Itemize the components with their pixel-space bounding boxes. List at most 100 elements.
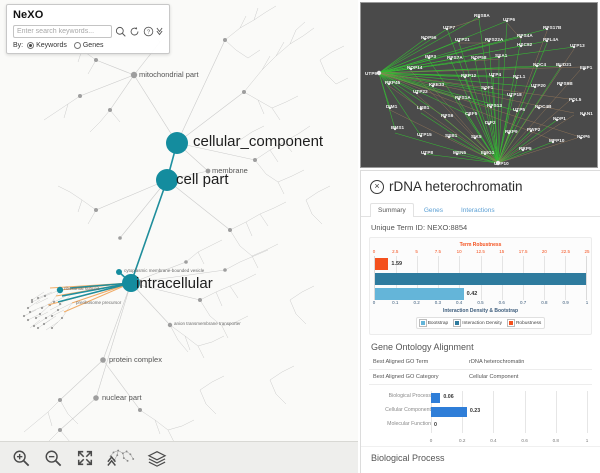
- robustness-plot-area: 1.59 0.42: [374, 256, 587, 300]
- axis-tick: 22.5: [561, 249, 571, 254]
- radio-genes-label[interactable]: Genes: [82, 42, 104, 49]
- bottom-axis-ticks: 0 0.1 0.2 0.3 0.4 0.5 0.6 0.7 0.8 0.9 1: [372, 300, 589, 307]
- bar-value: 1.59: [391, 261, 403, 267]
- axis-tick: 0.6: [498, 300, 505, 305]
- unique-term-id: Unique Term ID: NEXO:8854: [371, 223, 468, 232]
- category-label: Cellular Component: [385, 407, 431, 413]
- bar-cellular-component: [431, 407, 467, 417]
- legend-item: Bootstrap: [418, 319, 449, 327]
- top-axis-title: Term Robustness: [459, 242, 502, 248]
- axis-tick: 0.2: [458, 438, 466, 443]
- graph-toolbar[interactable]: [0, 441, 358, 473]
- fit-screen-icon[interactable]: [74, 447, 96, 469]
- axis-tick: 0.3: [434, 300, 442, 305]
- bar-interaction-density: [375, 273, 586, 285]
- axis-tick: 0: [372, 300, 376, 305]
- go-alignment-chart: 0 0.2 0.4 0.6 0.8 1 Biological Process 0.06 Cell…: [369, 391, 592, 443]
- table-row: Best Aligned GO Term rDNA heterochromati…: [369, 355, 592, 370]
- details-header: × rDNA heterochromatin: [361, 171, 600, 196]
- axis-tick: 0.4: [456, 300, 463, 305]
- search-input[interactable]: [13, 24, 112, 38]
- biological-process-title: Biological Process: [361, 446, 600, 465]
- help-icon[interactable]: ?: [142, 24, 154, 38]
- ontology-network-graph[interactable]: [0, 0, 358, 473]
- tab-interactions[interactable]: Interactions: [460, 207, 495, 214]
- ontology-network-panel[interactable]: cellular_component cell part intracellul…: [0, 0, 358, 473]
- go-alignment-title: Gene Ontology Alignment: [371, 342, 474, 352]
- axis-tick: 20: [541, 249, 547, 254]
- bar-value: 0: [434, 421, 437, 428]
- row-value: Cellular Component: [469, 374, 519, 380]
- axis-tick: 17.5: [518, 249, 528, 254]
- radio-genes[interactable]: [73, 42, 81, 49]
- axis-tick: 0: [372, 249, 376, 254]
- axis-tick: 0: [429, 438, 433, 443]
- page-title: rDNA heterochromatin: [389, 179, 523, 194]
- category-label: Molecular Function: [387, 421, 431, 427]
- svg-text:?: ?: [146, 29, 150, 35]
- axis-tick: 15: [499, 249, 505, 254]
- axis-tick: 0.6: [521, 438, 528, 443]
- table-row: Best Aligned GO Category Cellular Compon…: [369, 370, 592, 385]
- category-label: Biological Process: [388, 393, 431, 399]
- term-details-panel[interactable]: × rDNA heterochromatin Summary Genes Int…: [360, 170, 600, 473]
- axis-tick: 10: [456, 249, 462, 254]
- row-key: Best Aligned GO Category: [373, 374, 439, 380]
- legend-swatch: [453, 319, 462, 327]
- axis-tick: 0.4: [490, 438, 497, 443]
- bar-robustness: 1.59: [375, 258, 402, 270]
- details-tabs[interactable]: Summary Genes Interactions: [361, 196, 600, 217]
- search-icon[interactable]: [114, 24, 126, 38]
- legend-swatch: [418, 319, 427, 327]
- row-key: Best Aligned GO Term: [373, 359, 429, 365]
- axis-tick: 0.1: [392, 300, 399, 305]
- gene-interaction-network[interactable]: UTP9 UTP7 RPS8A UTP6 RPS17B NOP56 UTP21 RPS22A R…: [360, 2, 598, 168]
- axis-tick: 7.5: [434, 249, 442, 254]
- search-panel[interactable]: NeXO ? By: Keywords: [6, 4, 170, 54]
- tab-genes[interactable]: Genes: [423, 207, 443, 214]
- tab-summary[interactable]: Summary: [370, 203, 414, 217]
- refresh-icon[interactable]: [128, 24, 140, 38]
- axis-tick: 1: [585, 300, 589, 305]
- app-title: NeXO: [13, 9, 44, 21]
- row-value: rDNA heterochromatin: [469, 359, 525, 365]
- axis-tick: 1: [585, 438, 589, 443]
- close-icon[interactable]: ×: [370, 179, 384, 194]
- robustness-chart-card: Term Robustness 0 2.5 5 7.5 10 12.5 15 17.5 20 22…: [369, 237, 592, 335]
- chart-row: Biological Process 0.06: [369, 391, 592, 405]
- layers-icon[interactable]: [146, 447, 168, 469]
- axis-tick: 0.7: [519, 300, 527, 305]
- axis-tick: 5: [415, 249, 418, 254]
- axis-tick: 0.9: [562, 300, 569, 305]
- legend-item: Robustness: [506, 319, 542, 327]
- bar-biological-process: [431, 393, 441, 403]
- legend-item: Interaction Density: [453, 319, 502, 327]
- legend-label: Bootstrap: [427, 320, 449, 326]
- collapse-network-icon[interactable]: [106, 447, 136, 469]
- grid-line: [587, 391, 588, 433]
- radio-keywords[interactable]: [27, 42, 35, 49]
- top-axis-ticks: 0 2.5 5 7.5 10 12.5 15 17.5 20 22.5 25: [372, 249, 590, 256]
- axis-tick: 12.5: [476, 249, 485, 254]
- bar-value: 0.06: [443, 393, 454, 400]
- zoom-in-icon[interactable]: [10, 447, 32, 469]
- bar-value: 0.42: [466, 291, 478, 297]
- search-by-label: By:: [13, 42, 24, 49]
- legend-label: Interaction Density: [462, 320, 502, 326]
- grid-line: [524, 391, 526, 433]
- axis-tick: 0.8: [552, 438, 559, 443]
- bottom-axis-title: Interaction Density & Bootstrap: [442, 308, 518, 314]
- axis-tick: 0.2: [413, 300, 420, 305]
- bar-bootstrap: 0.42: [375, 288, 477, 300]
- legend-swatch: [506, 319, 515, 327]
- radio-keywords-label[interactable]: Keywords: [36, 42, 67, 49]
- zoom-out-icon[interactable]: [42, 447, 64, 469]
- grid-line: [493, 391, 495, 433]
- chevron-down-icon[interactable]: [156, 24, 163, 38]
- chart-row: Molecular Function 0: [369, 419, 592, 433]
- grid-line: [555, 391, 557, 433]
- legend-label: Robustness: [515, 320, 542, 326]
- axis-tick: 0.8: [541, 300, 548, 305]
- axis-tick: 25: [584, 249, 590, 254]
